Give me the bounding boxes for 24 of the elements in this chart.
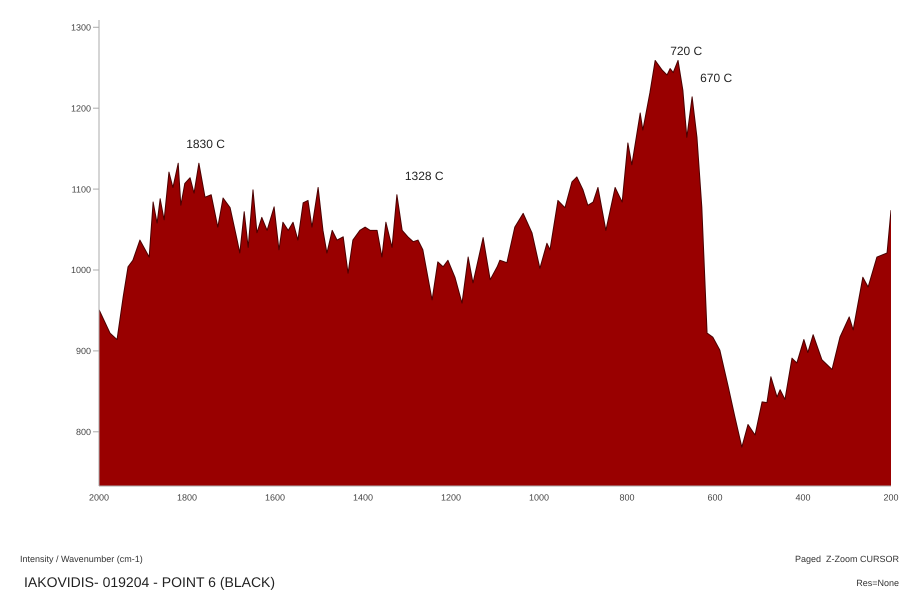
y-tick-label: 1200 xyxy=(70,103,91,114)
y-tick-label: 1300 xyxy=(70,22,91,32)
annotation: 1830 C xyxy=(186,137,226,152)
y-tick-label: 800 xyxy=(76,426,91,437)
x-tick-label: 1000 xyxy=(528,492,550,502)
text: Res=None xyxy=(856,578,899,588)
x-tick-label: 1200 xyxy=(440,492,462,502)
y-tick-label: 1000 xyxy=(70,265,91,276)
x-tick-label: 2000 xyxy=(88,492,110,502)
x-tick-label: 400 xyxy=(795,492,811,502)
annotation: 670 C xyxy=(700,70,732,85)
x-tick-label: 600 xyxy=(707,492,723,502)
x-tick-label: 1800 xyxy=(176,492,198,502)
text: Paged Z-Zoom CURSOR xyxy=(794,554,899,564)
text: Intensity / Wavenumber (cm-1) xyxy=(20,554,143,564)
y-tick-label: 900 xyxy=(76,346,91,356)
x-tick-label: 1400 xyxy=(352,492,374,502)
y-tick-label: 1100 xyxy=(72,184,91,194)
x-tick-label: 1600 xyxy=(264,492,286,502)
annotation: 1328 C xyxy=(404,168,444,183)
annotation: 720 C xyxy=(670,44,703,58)
x-tick-label: 200 xyxy=(883,492,899,502)
x-tick-label: 800 xyxy=(619,492,635,502)
text: IAKOVIDIS- 019204 - POINT 6 (BLACK) xyxy=(24,574,276,590)
